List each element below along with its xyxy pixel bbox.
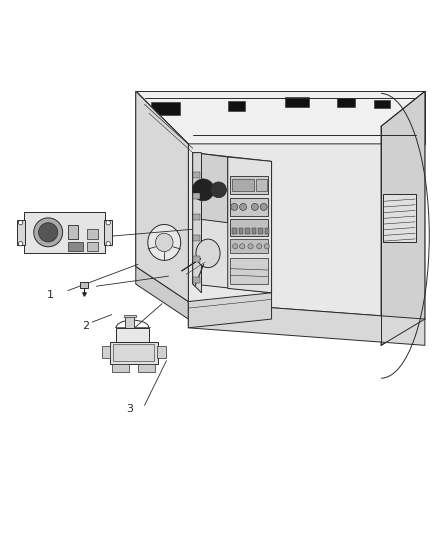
Bar bbox=[193, 193, 200, 199]
Bar bbox=[256, 179, 267, 191]
Circle shape bbox=[106, 241, 110, 246]
Bar bbox=[68, 243, 83, 251]
Bar bbox=[68, 225, 78, 239]
Text: 1: 1 bbox=[47, 290, 54, 300]
Circle shape bbox=[248, 244, 253, 249]
Circle shape bbox=[192, 179, 214, 201]
Bar bbox=[17, 220, 25, 246]
Polygon shape bbox=[110, 342, 158, 364]
Bar bbox=[383, 194, 416, 243]
Bar bbox=[230, 219, 268, 236]
Polygon shape bbox=[102, 346, 110, 359]
Polygon shape bbox=[136, 91, 188, 302]
Bar bbox=[374, 100, 390, 108]
Bar bbox=[228, 101, 245, 111]
Bar bbox=[125, 316, 134, 328]
Polygon shape bbox=[116, 328, 149, 342]
Bar bbox=[230, 239, 268, 253]
Bar bbox=[193, 172, 200, 178]
Polygon shape bbox=[157, 346, 166, 359]
Circle shape bbox=[257, 244, 262, 249]
Bar bbox=[230, 258, 268, 284]
Bar bbox=[193, 235, 200, 241]
Circle shape bbox=[18, 241, 23, 246]
Bar bbox=[232, 179, 254, 191]
Polygon shape bbox=[138, 364, 155, 373]
Polygon shape bbox=[193, 152, 228, 223]
Circle shape bbox=[260, 204, 267, 211]
Bar bbox=[245, 228, 250, 234]
Bar bbox=[230, 198, 268, 216]
Text: 3: 3 bbox=[126, 404, 133, 414]
Circle shape bbox=[211, 182, 226, 198]
Polygon shape bbox=[136, 91, 425, 144]
Polygon shape bbox=[112, 364, 129, 373]
Bar bbox=[265, 228, 269, 234]
Bar bbox=[80, 282, 88, 287]
Ellipse shape bbox=[196, 239, 220, 268]
Circle shape bbox=[240, 244, 245, 249]
Polygon shape bbox=[188, 293, 272, 328]
Polygon shape bbox=[188, 302, 425, 345]
Circle shape bbox=[106, 221, 110, 225]
Bar bbox=[87, 241, 98, 251]
Bar bbox=[24, 212, 105, 253]
Bar bbox=[239, 228, 243, 234]
Circle shape bbox=[231, 204, 238, 211]
Polygon shape bbox=[193, 152, 272, 293]
Polygon shape bbox=[188, 144, 425, 319]
Circle shape bbox=[34, 218, 63, 247]
Ellipse shape bbox=[148, 224, 180, 260]
Polygon shape bbox=[136, 266, 188, 319]
Circle shape bbox=[18, 221, 23, 225]
Bar bbox=[87, 229, 98, 239]
Circle shape bbox=[264, 244, 269, 249]
Circle shape bbox=[251, 204, 258, 211]
Bar bbox=[285, 97, 309, 107]
Bar bbox=[151, 102, 180, 115]
Circle shape bbox=[233, 244, 238, 249]
Bar bbox=[193, 277, 200, 283]
Polygon shape bbox=[193, 152, 201, 293]
Bar bbox=[337, 98, 355, 107]
Bar bbox=[232, 228, 237, 234]
Bar bbox=[252, 228, 256, 234]
Circle shape bbox=[39, 223, 58, 242]
Polygon shape bbox=[228, 157, 272, 293]
Polygon shape bbox=[136, 91, 188, 302]
Polygon shape bbox=[113, 344, 154, 361]
Text: 2: 2 bbox=[82, 321, 89, 330]
Polygon shape bbox=[124, 314, 136, 317]
Polygon shape bbox=[381, 91, 425, 345]
Circle shape bbox=[240, 204, 247, 211]
Bar bbox=[193, 214, 200, 220]
Bar bbox=[193, 256, 200, 262]
Bar bbox=[104, 220, 112, 246]
Bar bbox=[258, 228, 263, 234]
Ellipse shape bbox=[155, 233, 173, 252]
Bar bbox=[230, 176, 268, 194]
